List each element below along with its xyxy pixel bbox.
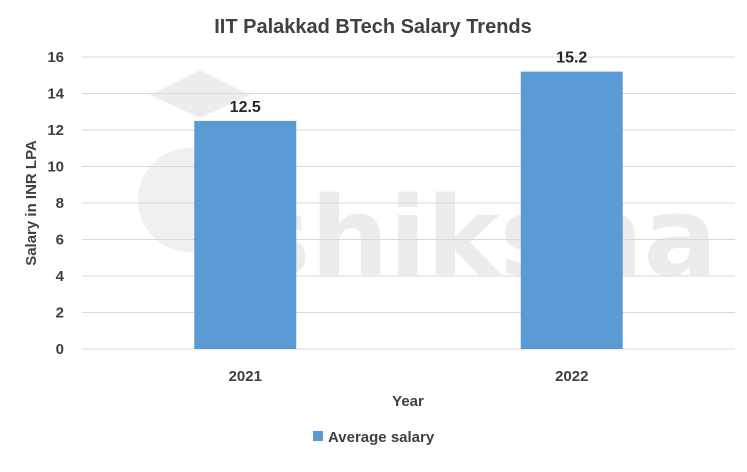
y-tick-label: 6	[56, 232, 64, 249]
y-tick-label: 4	[56, 268, 65, 285]
legend-swatch	[313, 431, 323, 441]
gridlines	[82, 56, 735, 350]
x-tick-label: 2021	[229, 368, 262, 385]
chart-title: IIT Palakkad BTech Salary Trends	[214, 16, 532, 38]
data-labels: 12.5 15.2	[230, 50, 588, 116]
x-axis-title: Year	[392, 393, 424, 410]
data-label: 15.2	[556, 50, 587, 67]
y-tick-label: 2	[56, 305, 64, 322]
x-tick-label: 2022	[555, 368, 588, 385]
y-tick-label: 12	[47, 122, 64, 139]
shiksha-watermark: shiksha	[138, 70, 718, 301]
watermark-text: shiksha	[245, 173, 718, 301]
y-axis-ticks: 0 2 4 6 8 10 12 14 16	[47, 49, 64, 358]
y-tick-label: 16	[47, 49, 64, 66]
y-tick-label: 8	[56, 195, 64, 212]
bar-2021	[194, 120, 297, 349]
bars	[194, 71, 623, 349]
legend-label: Average salary	[328, 429, 435, 446]
bar-2022	[520, 71, 623, 349]
y-tick-label: 10	[47, 159, 64, 176]
x-axis-ticks: 2021 2022	[229, 368, 589, 385]
data-label: 12.5	[230, 99, 261, 116]
y-axis-title: Salary in INR LPA	[23, 140, 40, 266]
y-tick-label: 0	[56, 341, 64, 358]
legend: Average salary	[313, 429, 435, 446]
y-tick-label: 14	[47, 86, 64, 103]
